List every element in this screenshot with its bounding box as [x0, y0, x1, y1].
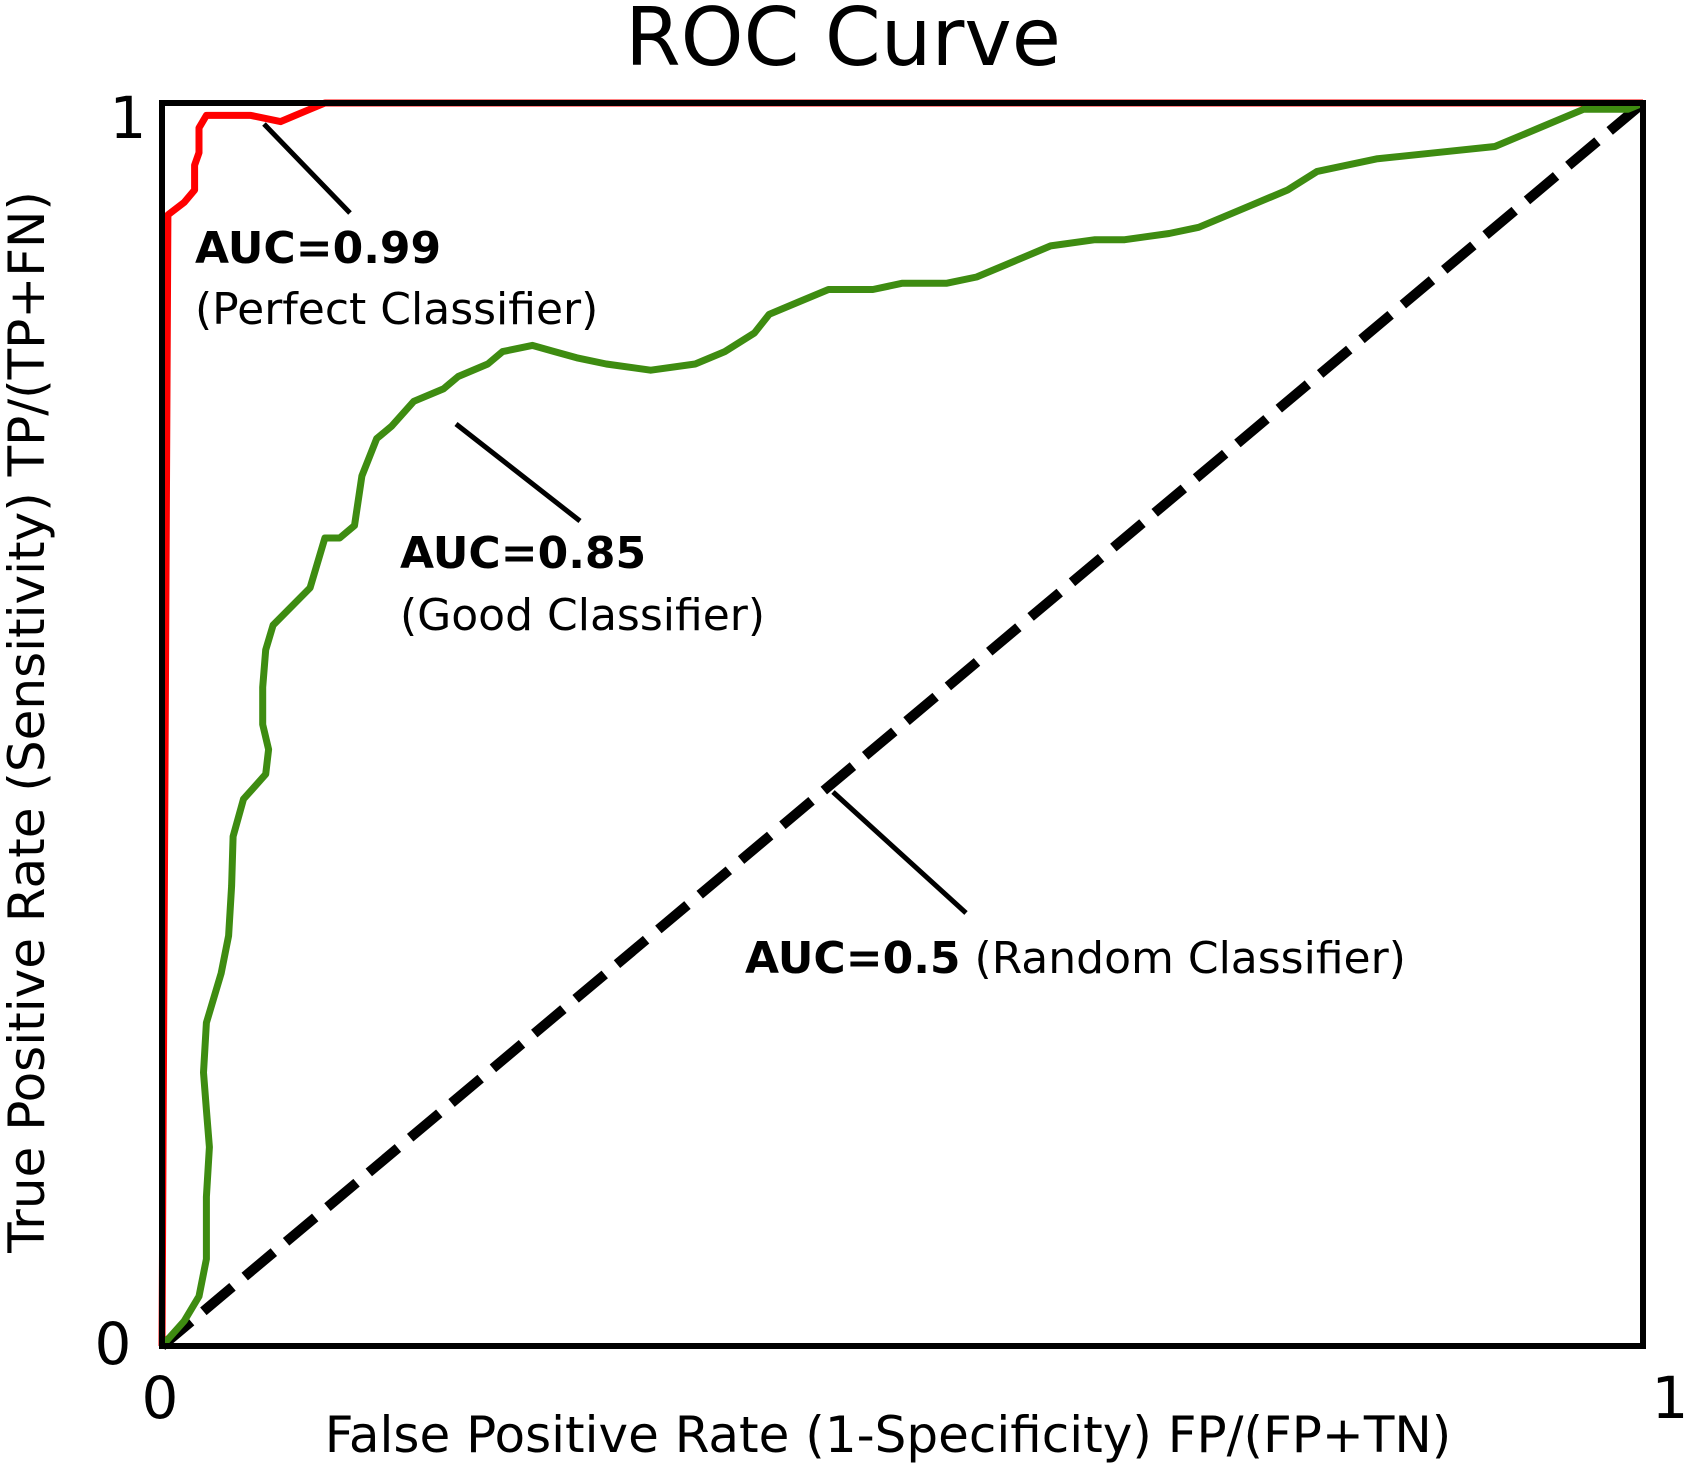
annotation-arrow-random — [831, 790, 968, 915]
x-axis-label: False Positive Rate (1-Specificity) FP/(… — [325, 1406, 1452, 1464]
series-line-perfect — [158, 99, 1643, 1347]
annotation-desc-perfect: (Perfect Classifier) — [195, 284, 598, 335]
x-tick-1: 1 — [1652, 1364, 1687, 1432]
x-tick-0: 0 — [142, 1364, 179, 1432]
annotation-label-good: AUC=0.85 — [400, 528, 646, 579]
annotation-label-random: AUC=0.5 — [745, 933, 961, 984]
annotation-arrow-perfect — [262, 122, 352, 215]
y-tick-1: 1 — [110, 84, 147, 152]
series-line-good — [159, 99, 1645, 1349]
annotation-arrow-good — [454, 422, 582, 523]
annotation-desc-random: (Random Classifier) — [975, 933, 1406, 984]
annotation-desc-good: (Good Classifier) — [400, 590, 765, 641]
y-axis-label: True Positive Rate (Sensitivity) TP/(TP+… — [0, 191, 56, 1254]
plot-frame — [159, 100, 1646, 1349]
series-layer — [158, 99, 1647, 1350]
chart-title: ROC Curve — [625, 0, 1061, 84]
y-tick-0: 0 — [95, 1310, 132, 1378]
annotation-random: AUC=0.5 (Random Classifier) — [745, 933, 1406, 984]
annotation-label-perfect: AUC=0.99 — [195, 223, 441, 274]
